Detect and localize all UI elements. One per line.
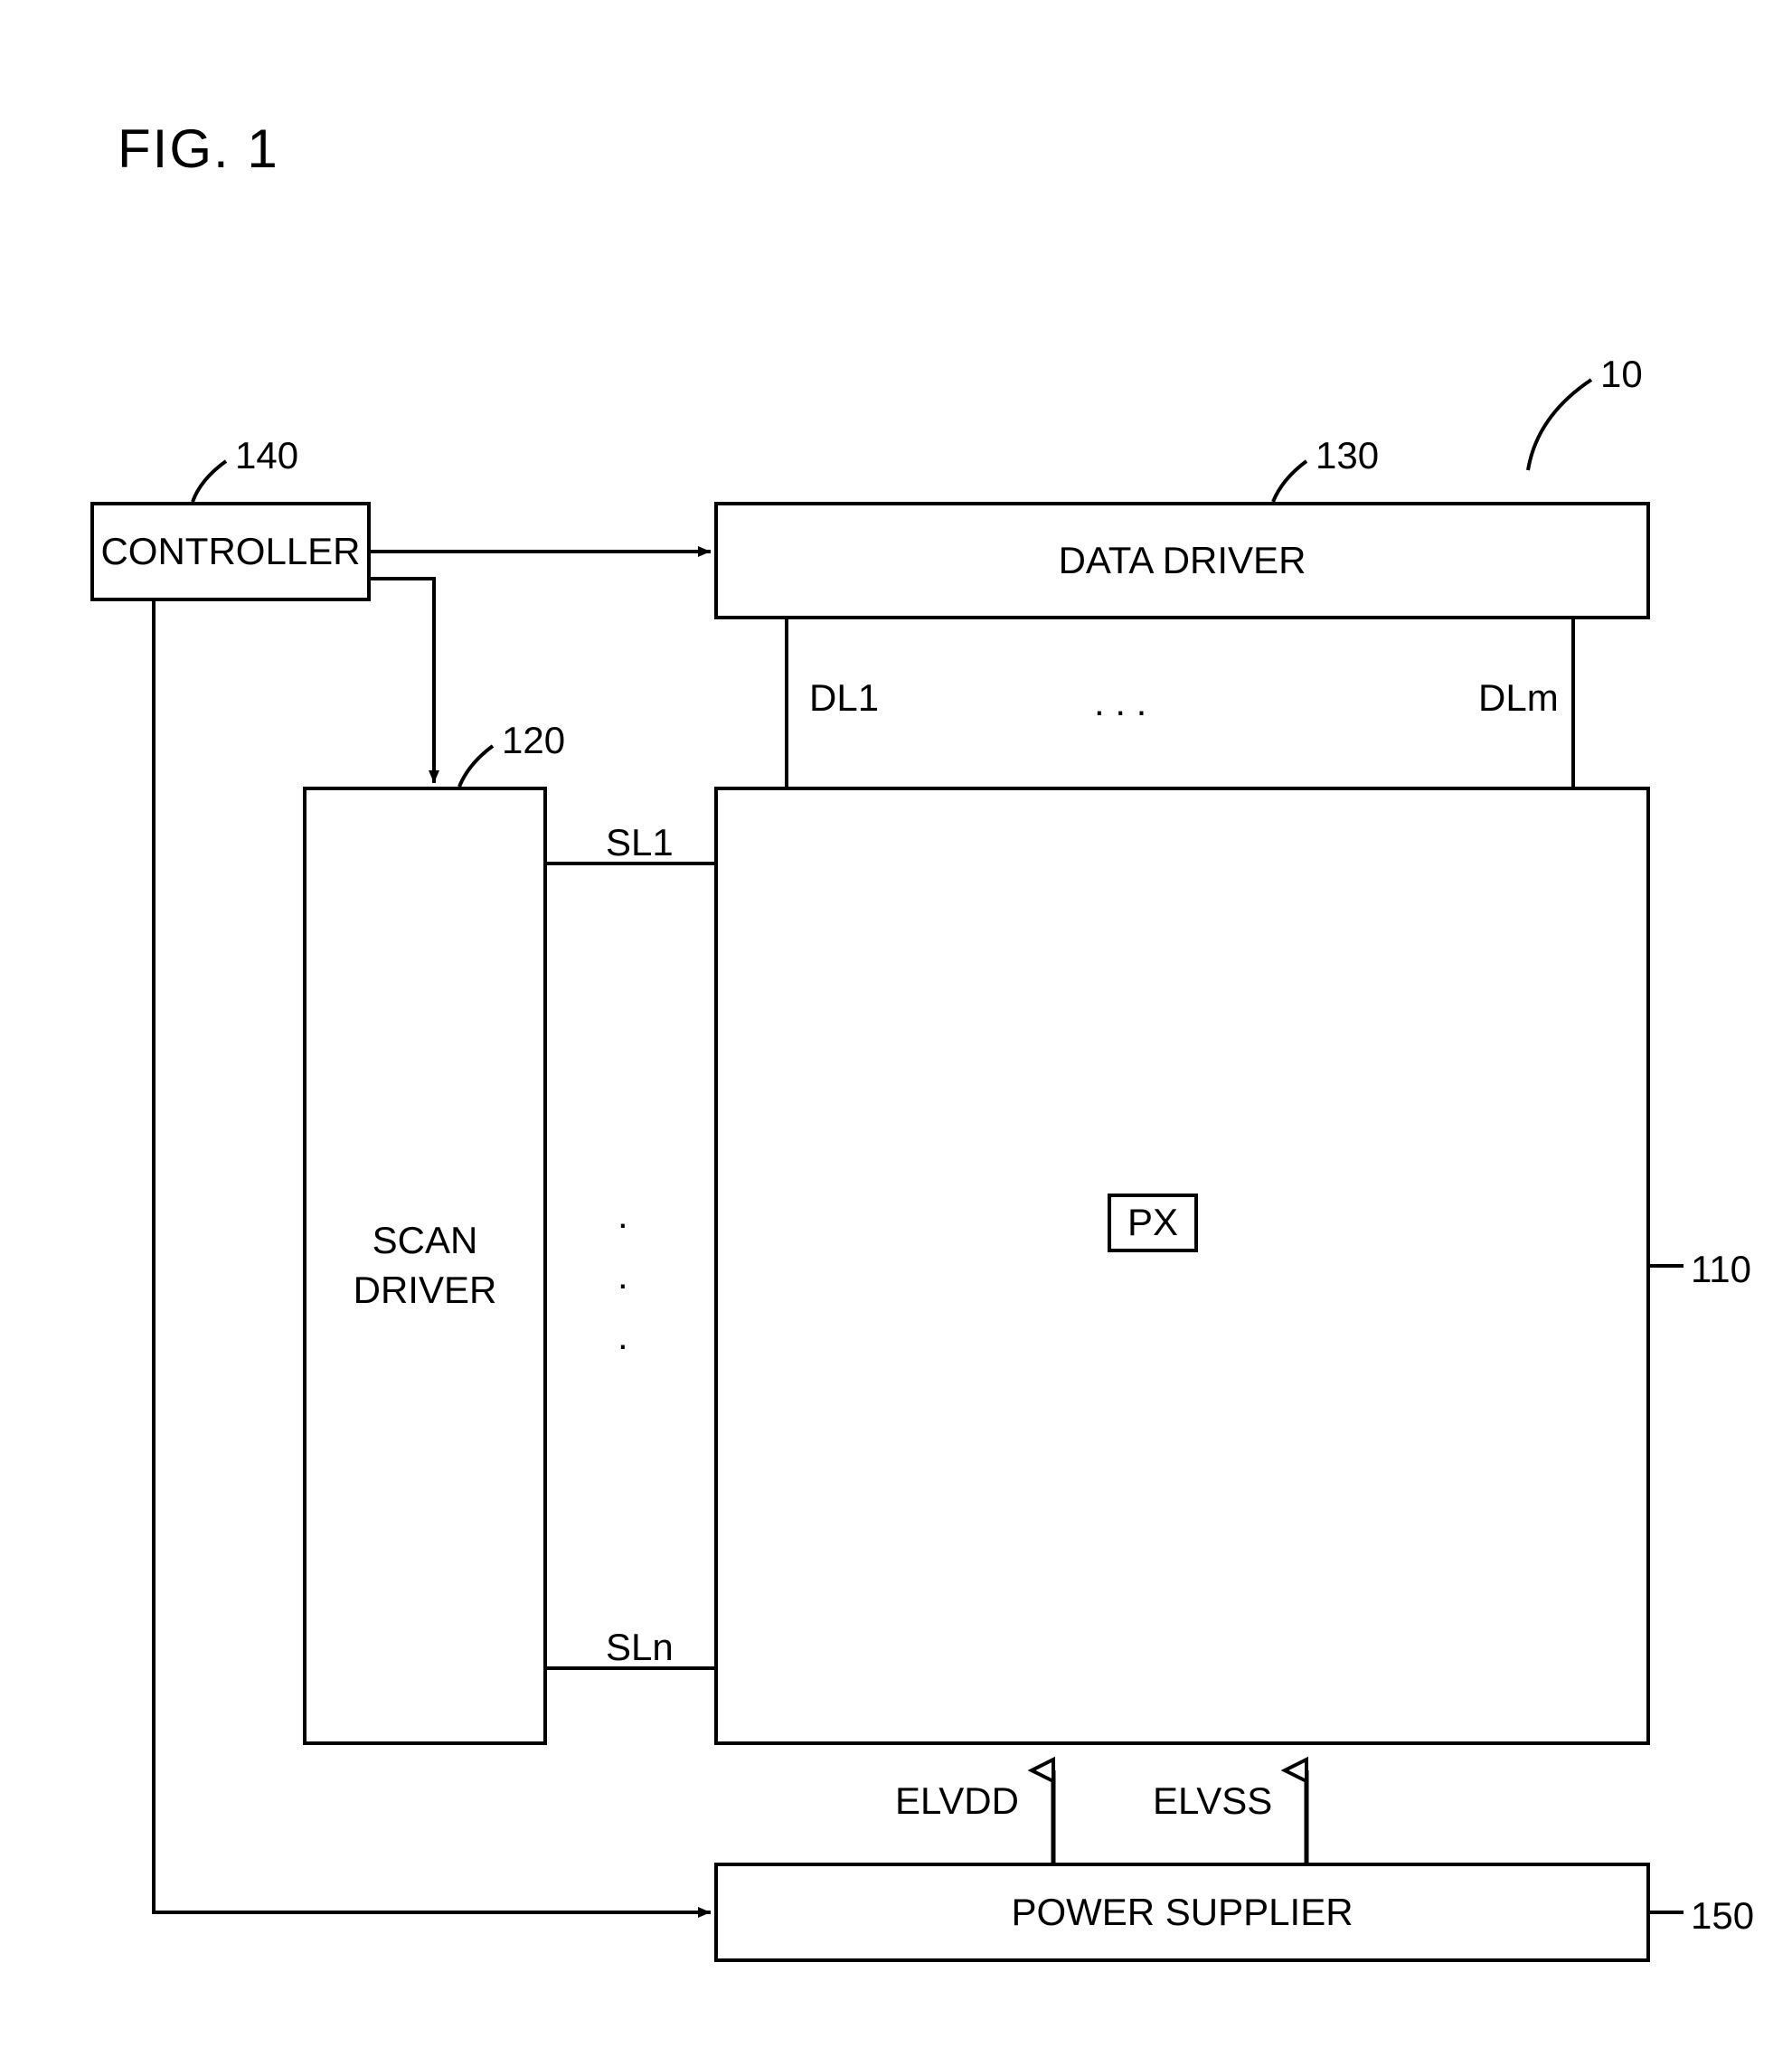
leader-120 xyxy=(459,746,493,787)
data-driver-block: DATA DRIVER xyxy=(714,502,1650,619)
ref-130: 130 xyxy=(1316,434,1379,477)
scan-driver-label: SCAN DRIVER xyxy=(354,1216,497,1315)
figure-stage: FIG. 1 CONTROLLER SCAN DRIVER DATA DRIVE… xyxy=(0,0,1792,2057)
sln-label: SLn xyxy=(606,1623,674,1673)
controller-label: CONTROLLER xyxy=(100,527,360,577)
elvdd-label: ELVDD xyxy=(895,1777,1019,1826)
ref-110: 110 xyxy=(1691,1248,1751,1291)
scan-driver-block: SCAN DRIVER xyxy=(303,787,547,1745)
display-panel-block xyxy=(714,787,1650,1745)
ref-150: 150 xyxy=(1691,1894,1754,1938)
data-driver-label: DATA DRIVER xyxy=(1059,536,1306,586)
leader-130 xyxy=(1273,461,1306,502)
leader-10 xyxy=(1528,380,1591,470)
power-supplier-block: POWER SUPPLIER xyxy=(714,1863,1650,1962)
dlm-label: DLm xyxy=(1478,674,1559,723)
elvss-label: ELVSS xyxy=(1153,1777,1272,1826)
px-label: PX xyxy=(1127,1198,1178,1248)
ref-120: 120 xyxy=(502,719,565,762)
sl1-label: SL1 xyxy=(606,818,674,868)
px-box: PX xyxy=(1108,1194,1198,1252)
controller-block: CONTROLLER xyxy=(90,502,371,601)
dl1-label: DL1 xyxy=(809,674,879,723)
leader-140 xyxy=(193,461,226,502)
ref-10: 10 xyxy=(1600,353,1643,396)
dl-ellipsis: . . . xyxy=(1094,678,1146,728)
sl-ellipsis: . . . xyxy=(618,1184,628,1367)
figure-title: FIG. 1 xyxy=(118,118,279,180)
power-supplier-label: POWER SUPPLIER xyxy=(1011,1888,1353,1938)
conn-controller-to-scan xyxy=(371,579,434,783)
ref-140: 140 xyxy=(235,434,298,477)
